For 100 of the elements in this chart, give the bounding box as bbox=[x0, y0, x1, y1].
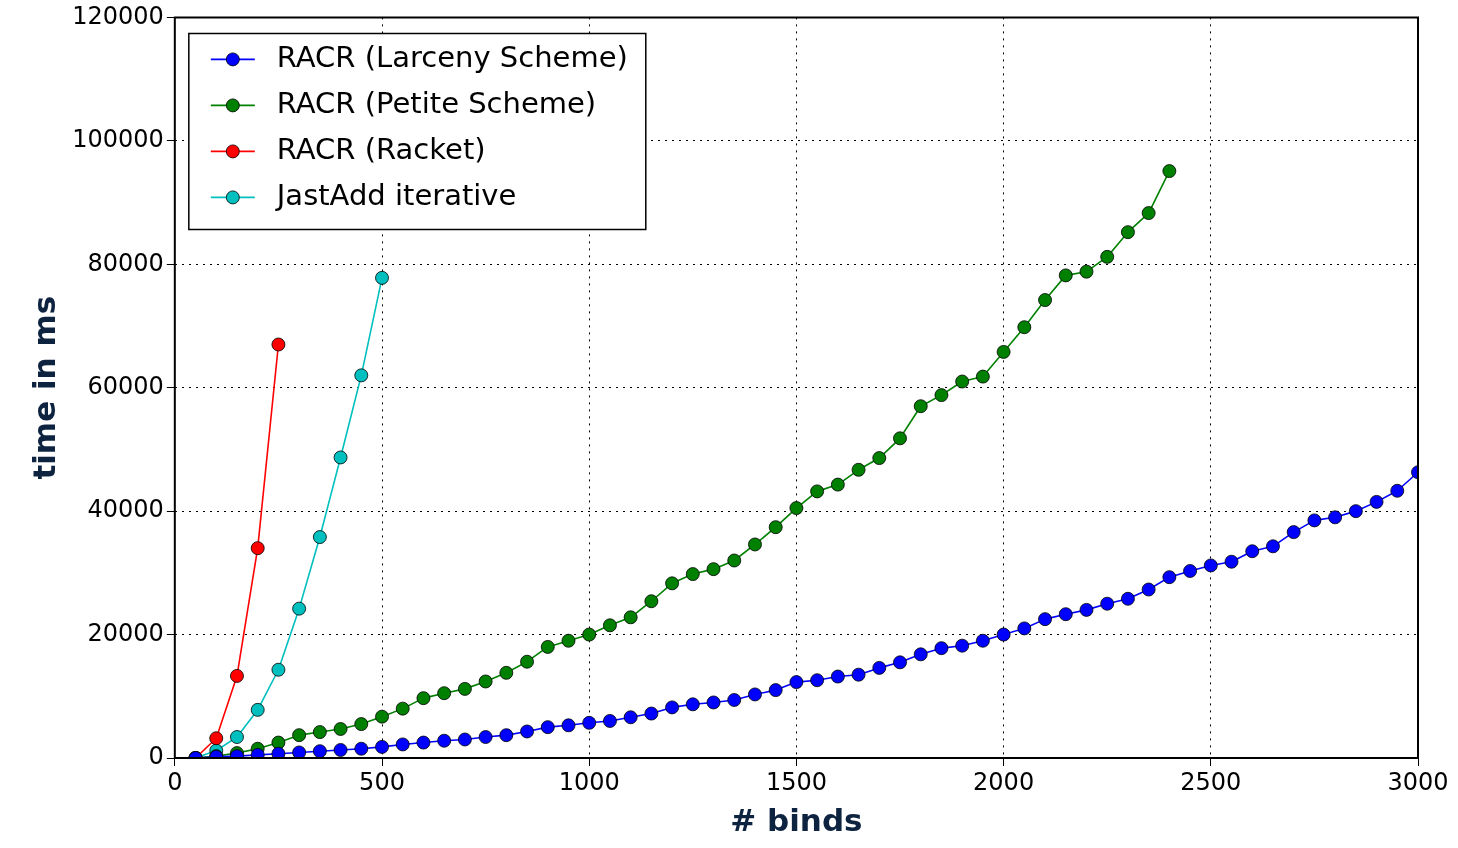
point bbox=[975, 369, 990, 384]
y-tick-label: 20000 bbox=[87, 618, 164, 647]
point bbox=[1058, 607, 1073, 622]
point bbox=[810, 673, 825, 688]
point bbox=[934, 388, 949, 403]
point bbox=[872, 451, 887, 465]
point bbox=[789, 675, 804, 689]
point bbox=[250, 541, 265, 556]
point bbox=[748, 687, 762, 702]
legend-label: RACR (Petite Scheme) bbox=[276, 85, 597, 120]
point bbox=[1079, 264, 1094, 279]
point bbox=[437, 733, 452, 748]
point bbox=[375, 270, 389, 285]
point bbox=[1141, 582, 1156, 597]
point bbox=[644, 594, 659, 609]
point bbox=[685, 567, 700, 581]
point bbox=[955, 374, 970, 389]
point bbox=[1100, 596, 1115, 611]
point bbox=[913, 399, 928, 414]
legend-label: RACR (Larceny Scheme) bbox=[276, 39, 628, 74]
point bbox=[1162, 570, 1177, 585]
point bbox=[416, 735, 431, 750]
y-tick-label: 40000 bbox=[87, 495, 164, 524]
point bbox=[499, 665, 514, 680]
point bbox=[893, 655, 907, 670]
point bbox=[292, 601, 307, 616]
y-tick-label: 80000 bbox=[87, 248, 164, 277]
point bbox=[644, 706, 659, 721]
point bbox=[934, 641, 949, 656]
x-tick-label: 3000 bbox=[1387, 767, 1449, 796]
point bbox=[996, 627, 1011, 642]
legend-label: RACR (Racket) bbox=[276, 131, 486, 166]
point bbox=[603, 714, 617, 728]
point bbox=[1162, 164, 1177, 178]
point bbox=[1286, 525, 1301, 540]
point bbox=[354, 368, 369, 383]
point bbox=[1079, 602, 1094, 617]
point bbox=[1307, 513, 1322, 528]
point bbox=[478, 730, 493, 744]
point bbox=[250, 702, 265, 717]
point bbox=[395, 737, 410, 752]
point bbox=[292, 745, 307, 758]
point bbox=[975, 633, 990, 648]
point bbox=[354, 717, 369, 731]
point bbox=[1328, 510, 1343, 525]
point bbox=[1038, 612, 1052, 627]
point bbox=[1266, 539, 1280, 554]
point bbox=[768, 520, 783, 535]
x-tick-label: 2000 bbox=[973, 767, 1035, 796]
legend-label: JastAdd iterative bbox=[274, 177, 517, 212]
point bbox=[582, 715, 597, 730]
point bbox=[312, 725, 327, 739]
point bbox=[540, 720, 555, 735]
point bbox=[292, 728, 307, 743]
point bbox=[1017, 320, 1032, 335]
point bbox=[354, 741, 369, 756]
point bbox=[810, 484, 825, 499]
point bbox=[851, 667, 866, 682]
point bbox=[416, 691, 431, 706]
point bbox=[478, 674, 493, 689]
point bbox=[768, 683, 783, 698]
point bbox=[457, 732, 472, 747]
point bbox=[830, 477, 845, 492]
point bbox=[706, 695, 721, 710]
point bbox=[271, 735, 286, 750]
point bbox=[1141, 206, 1156, 220]
point bbox=[603, 618, 617, 633]
point bbox=[1203, 558, 1218, 573]
point bbox=[520, 654, 534, 669]
point bbox=[230, 669, 244, 683]
point bbox=[1245, 544, 1260, 559]
point bbox=[333, 743, 348, 757]
point bbox=[748, 537, 762, 552]
point bbox=[685, 697, 700, 712]
point bbox=[623, 610, 638, 625]
y-tick-label: 120000 bbox=[72, 1, 164, 30]
point bbox=[209, 731, 224, 746]
point bbox=[851, 462, 866, 477]
point bbox=[561, 633, 576, 648]
point bbox=[1183, 564, 1197, 578]
point bbox=[437, 686, 452, 701]
point bbox=[955, 638, 970, 653]
y-tick-label: 0 bbox=[148, 742, 164, 771]
point bbox=[312, 744, 327, 758]
point bbox=[1369, 494, 1384, 509]
point bbox=[665, 576, 679, 591]
point bbox=[789, 501, 804, 515]
y-tick-label: 60000 bbox=[87, 371, 164, 400]
point bbox=[727, 553, 742, 568]
point bbox=[1058, 268, 1073, 283]
point bbox=[830, 669, 845, 684]
point bbox=[1390, 483, 1405, 498]
point bbox=[1121, 591, 1135, 606]
point bbox=[1348, 504, 1363, 519]
x-tick-label: 500 bbox=[359, 767, 405, 796]
point bbox=[1121, 225, 1135, 240]
point bbox=[582, 627, 597, 642]
point bbox=[913, 647, 928, 662]
point bbox=[706, 562, 721, 577]
y-axis-title: time in ms bbox=[25, 295, 62, 480]
